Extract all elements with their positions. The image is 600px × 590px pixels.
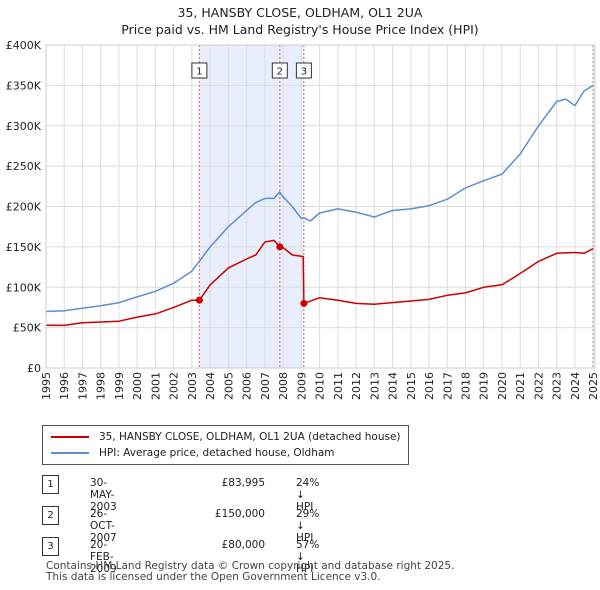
x-tick-label: 2012 — [350, 372, 363, 400]
sale-label-box — [271, 62, 288, 79]
x-tick-label: 2000 — [131, 372, 144, 400]
sale-label-number: 3 — [301, 67, 307, 78]
transaction-date: 30-MAY-2003 — [90, 477, 117, 513]
transaction-hpi-diff: 24% ↓ HPI — [296, 477, 320, 513]
transaction-number: 1 — [42, 475, 59, 494]
y-tick-label: £100K — [6, 281, 42, 294]
sale-label-box — [295, 62, 312, 79]
x-tick-label: 2003 — [186, 372, 199, 400]
y-tick-label: £400K — [6, 39, 42, 52]
y-tick-label: £0 — [27, 362, 41, 375]
y-tick-label: £350K — [6, 79, 42, 92]
sale-point — [195, 296, 203, 304]
x-tick-label: 2010 — [314, 372, 327, 400]
sale-label-number: 1 — [196, 67, 202, 78]
x-tick-label: 2017 — [441, 372, 454, 400]
x-tick-label: 2004 — [204, 372, 217, 400]
x-tick-label: 2022 — [532, 372, 545, 400]
plot-border — [45, 44, 596, 369]
y-tick-label: £50K — [13, 322, 42, 335]
legend-label-hpi: HPI: Average price, detached house, Oldh… — [99, 447, 335, 459]
x-tick-label: 2001 — [149, 372, 162, 400]
x-tick-label: 2008 — [277, 372, 290, 400]
x-tick-label: 2007 — [259, 372, 272, 400]
x-tick-label: 2019 — [478, 372, 491, 400]
x-tick-label: 2023 — [551, 372, 564, 400]
transaction-price: £80,000 — [221, 539, 265, 551]
transaction-hpi-diff: 57% ↓ HPI — [296, 539, 320, 575]
y-tick-label: £200K — [6, 201, 42, 214]
x-tick-label: 2015 — [405, 372, 418, 400]
legend-item-property: 35, HANSBY CLOSE, OLDHAM, OL1 2UA (detac… — [51, 429, 401, 445]
x-tick-label: 2014 — [387, 372, 400, 400]
x-tick-label: 2006 — [241, 372, 254, 400]
x-tick-label: 2016 — [423, 372, 436, 400]
sale-label-box — [191, 62, 208, 79]
price-chart: 1 2 3 £0 £50K £100K £150K £200K £250K £300K £350K… — [6, 39, 600, 400]
attribution-footer: Contains HM Land Registry data © Crown c… — [46, 561, 454, 583]
hpi-line — [45, 84, 594, 313]
legend-label-property: 35, HANSBY CLOSE, OLDHAM, OL1 2UA (detac… — [99, 431, 401, 443]
x-tick-label: 2013 — [368, 372, 381, 400]
transaction-hpi-diff: 29% ↓ HPI — [296, 508, 320, 544]
sale-point — [276, 243, 284, 251]
x-tick-label: 2025 — [587, 372, 600, 400]
x-tick-label: 2018 — [460, 372, 473, 400]
x-tick-label: 1999 — [113, 372, 126, 400]
chart-subtitle: Price paid vs. HM Land Registry's House … — [121, 22, 479, 37]
property-price-line — [45, 239, 594, 327]
legend-item-hpi: HPI: Average price, detached house, Oldh… — [51, 445, 335, 461]
transaction-price: £83,995 — [221, 477, 265, 489]
y-tick-label: £250K — [6, 160, 42, 173]
x-tick-label: 2020 — [496, 372, 509, 400]
sale-point — [300, 299, 308, 307]
transaction-date: 20-FEB-2009 — [90, 539, 117, 575]
x-tick-label: 1995 — [40, 372, 53, 400]
transaction-price: £150,000 — [214, 508, 265, 520]
chart-title-block: 35, HANSBY CLOSE, OLDHAM, OL1 2UA Price … — [0, 4, 600, 38]
x-tick-label: 2009 — [295, 372, 308, 400]
x-tick-label: 2024 — [569, 372, 582, 400]
x-tick-label: 1998 — [95, 372, 108, 400]
x-tick-label: 1997 — [76, 372, 89, 400]
x-tick-label: 2005 — [222, 372, 235, 400]
chart-legend: 35, HANSBY CLOSE, OLDHAM, OL1 2UA (detac… — [42, 425, 409, 465]
legend-swatch-hpi — [51, 452, 89, 454]
transaction-number: 3 — [42, 537, 59, 556]
x-tick-label: 1996 — [58, 372, 71, 400]
sale-label-number: 2 — [277, 67, 283, 78]
x-tick-label: 2021 — [514, 372, 527, 400]
x-tick-label: 2002 — [168, 372, 181, 400]
x-tick-label: 2011 — [332, 372, 345, 400]
attribution-line-2: This data is licensed under the Open Gov… — [46, 571, 381, 583]
y-tick-label: £150K — [6, 241, 42, 254]
attribution-line-1: Contains HM Land Registry data © Crown c… — [46, 560, 455, 572]
transaction-number: 2 — [42, 506, 59, 525]
transaction-date: 26-OCT-2007 — [90, 508, 117, 544]
legend-swatch-property — [51, 436, 89, 438]
y-tick-label: £300K — [6, 120, 42, 133]
chart-title: 35, HANSBY CLOSE, OLDHAM, OL1 2UA — [177, 5, 423, 20]
